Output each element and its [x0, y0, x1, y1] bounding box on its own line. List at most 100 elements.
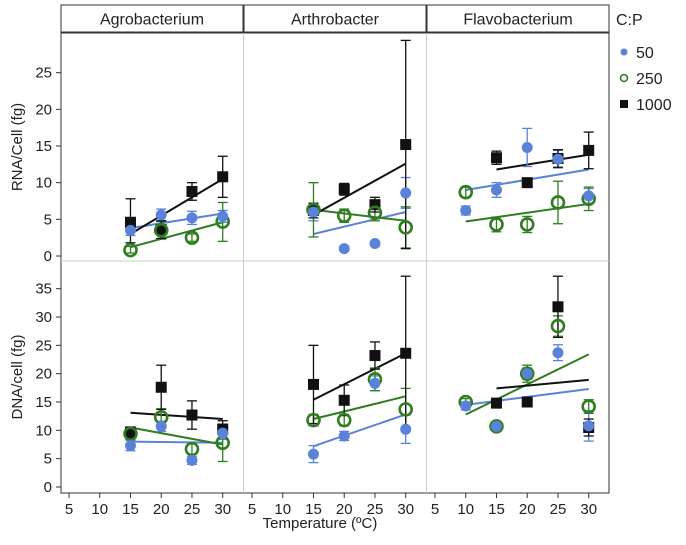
- x-tick-label: 25: [184, 501, 201, 518]
- data-point-50: [217, 427, 229, 439]
- data-point-1000: [186, 185, 198, 197]
- data-point-250: [153, 223, 169, 238]
- data-point-250: [489, 419, 504, 434]
- facet-title-arthrobacter: Arthrobacter: [291, 12, 380, 29]
- data-point-250: [398, 220, 414, 235]
- data-point-50: [307, 448, 319, 460]
- x-tick-label: 30: [214, 501, 231, 518]
- trend-line-1000: [129, 178, 224, 235]
- x-tick-label: 25: [550, 501, 567, 518]
- data-point-1000: [307, 378, 319, 390]
- error-bar-250: [125, 245, 136, 254]
- data-point-50: [155, 420, 167, 432]
- data-point-1000: [217, 171, 229, 183]
- x-tick-label: 20: [336, 501, 353, 518]
- data-point-1000: [490, 397, 502, 409]
- data-point-50: [400, 187, 412, 199]
- y-tick-label: 25: [35, 337, 52, 354]
- data-point-1000: [490, 152, 502, 164]
- data-point-250: [398, 402, 414, 417]
- data-point-50: [552, 347, 564, 359]
- data-point-50: [369, 238, 381, 250]
- data-point-250: [550, 195, 566, 210]
- panel-rna-agrobacterium: [123, 155, 231, 258]
- error-bar-250: [552, 180, 563, 225]
- data-point-1000: [369, 350, 381, 362]
- trend-line-1000: [496, 153, 589, 171]
- data-point-50: [521, 368, 533, 380]
- panel-dna-arthrobacter: [306, 275, 414, 464]
- data-point-50: [155, 209, 167, 221]
- data-point-50: [552, 153, 564, 165]
- legend-marker-50: [620, 48, 628, 56]
- trend-line-1000: [130, 411, 223, 420]
- y-tick-label: 5: [44, 451, 52, 468]
- data-point-1000: [552, 301, 564, 313]
- data-point-250: [123, 426, 138, 442]
- trend-line-250: [313, 395, 406, 420]
- data-point-1000: [338, 183, 350, 195]
- facet-title-flavobacterium: Flavobacterium: [463, 12, 572, 29]
- trend-line-50: [313, 413, 407, 448]
- data-point-50: [521, 141, 533, 153]
- data-point-1000: [155, 381, 167, 393]
- y-axis-label-rna: RNA/Cell (fg): [9, 103, 26, 191]
- data-point-50: [338, 243, 350, 255]
- data-point-250: [519, 217, 535, 232]
- chart-panels: [123, 39, 597, 466]
- facet-strip-flavobacterium: Flavobacterium: [426, 4, 610, 33]
- x-tick-label: 20: [519, 501, 536, 518]
- data-point-250: [336, 208, 352, 223]
- x-tick-label: 15: [488, 501, 505, 518]
- legend-marker-250: [619, 73, 629, 83]
- plot-frame: [60, 32, 610, 494]
- trend-line-50: [313, 211, 406, 235]
- data-point-50: [124, 440, 136, 452]
- x-tick-label: 25: [367, 501, 384, 518]
- trend-line-250: [313, 208, 406, 222]
- y-tick-label: 5: [44, 211, 52, 228]
- x-tick-label: 5: [248, 501, 256, 518]
- x-tick-label: 10: [274, 501, 291, 518]
- data-point-250: [306, 412, 321, 428]
- data-point-250: [367, 205, 383, 221]
- data-point-50: [490, 184, 502, 196]
- data-point-1000: [155, 224, 167, 236]
- data-point-250: [489, 217, 504, 232]
- chart-axes: 5 10 15 20 25 30 5 10 15 20 25 30 5 10 15 20 25 300510152…: [35, 65, 597, 518]
- data-point-50: [217, 210, 229, 222]
- data-point-50: [338, 430, 350, 442]
- data-point-50: [460, 205, 472, 217]
- x-tick-label: 30: [397, 501, 414, 518]
- facet-strip-agrobacterium: Agrobacterium: [60, 4, 244, 33]
- x-tick-label: 5: [431, 501, 439, 518]
- x-axis-label: Temperature (ºC): [263, 515, 378, 532]
- trend-line-250: [130, 426, 223, 446]
- legend-entry-250: 250: [619, 71, 663, 88]
- data-point-50: [186, 454, 198, 466]
- legend-entry-50: 50: [620, 45, 654, 62]
- data-point-1000: [400, 139, 412, 151]
- data-point-50: [583, 190, 595, 202]
- data-point-50: [124, 224, 136, 236]
- x-tick-label: 15: [122, 501, 139, 518]
- y-tick-label: 30: [35, 309, 52, 326]
- data-point-250: [123, 242, 138, 258]
- panel-rna-arthrobacter: [306, 39, 414, 255]
- trend-line-250: [465, 353, 590, 416]
- data-point-1000: [338, 394, 350, 406]
- data-point-1000: [186, 409, 198, 421]
- y-tick-label: 15: [35, 138, 52, 155]
- panel-dna-flavobacterium: [458, 275, 597, 442]
- data-point-250: [458, 184, 474, 200]
- data-point-1000: [400, 347, 412, 359]
- x-tick-label: 30: [580, 501, 597, 518]
- y-tick-label: 20: [35, 366, 52, 383]
- x-tick-label: 20: [153, 501, 170, 518]
- data-point-1000: [369, 199, 381, 211]
- y-tick-label: 10: [35, 175, 52, 192]
- x-tick-label: 10: [457, 501, 474, 518]
- data-point-250: [550, 318, 566, 334]
- trend-line-1000: [313, 352, 407, 401]
